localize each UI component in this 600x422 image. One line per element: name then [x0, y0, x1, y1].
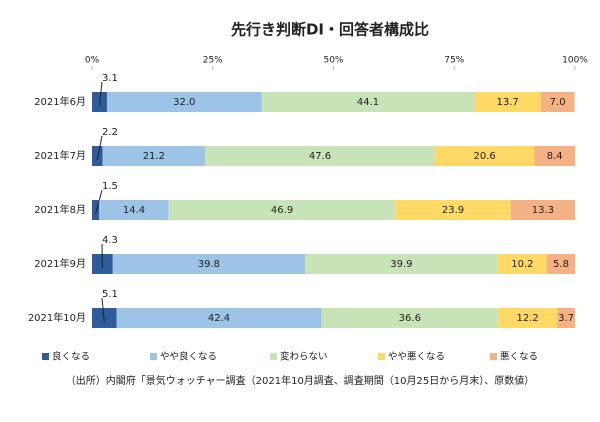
data-label: 5.8 — [553, 259, 569, 270]
data-label: 39.8 — [198, 259, 220, 270]
y-tick-label: 2021年10月 — [28, 311, 86, 324]
legend-label: 変わらない — [280, 351, 328, 363]
data-label: 42.4 — [208, 313, 230, 324]
x-tick-label: 25% — [203, 56, 223, 66]
leader-line — [101, 297, 105, 323]
bar-segment — [474, 92, 541, 112]
bar-segment — [534, 146, 575, 166]
bar-segment — [99, 200, 169, 220]
bar-segment — [546, 254, 575, 274]
x-tick-label: 100% — [562, 56, 588, 66]
data-label: 20.6 — [474, 151, 496, 162]
data-label: 1.5 — [102, 181, 118, 192]
bar-segment — [168, 200, 396, 220]
legend-label: 悪くなる — [500, 352, 538, 363]
legend-label: やや良くなる — [160, 351, 217, 363]
data-label: 5.1 — [102, 289, 118, 300]
data-label: 7.0 — [550, 97, 566, 108]
bar-segment — [540, 92, 575, 112]
x-tick-label: 0% — [85, 56, 100, 66]
bar-segment — [510, 200, 575, 220]
leader-line — [95, 189, 103, 215]
y-tick-label: 2021年7月 — [34, 149, 86, 162]
bar-segment — [92, 200, 100, 220]
y-tick-label: 2021年9月 — [34, 257, 86, 270]
data-label: 14.4 — [123, 205, 145, 216]
data-label: 32.0 — [173, 97, 195, 108]
bar-segment — [305, 254, 498, 274]
source-note: （出所）内閣府「景気ウォッチャー調査（2021年10月調査、調査期間（10月25… — [66, 374, 535, 387]
bar-segment — [321, 308, 499, 328]
data-label: 13.7 — [496, 97, 518, 108]
chart-title: 先行き判断DI・回答者構成比 — [231, 21, 429, 39]
bar-segment — [261, 92, 475, 112]
leader-line — [98, 81, 103, 107]
data-label: 3.7 — [558, 313, 574, 324]
bar-segment — [497, 254, 547, 274]
data-label: 23.9 — [442, 205, 464, 216]
bar-segment — [498, 308, 558, 328]
data-label: 10.2 — [511, 259, 533, 270]
legend-swatch — [150, 353, 157, 360]
data-label: 39.9 — [390, 259, 412, 270]
legend-label: やや悪くなる — [388, 352, 445, 363]
bar-segment — [205, 146, 435, 166]
data-label: 46.9 — [271, 205, 293, 216]
data-label: 2.2 — [102, 127, 118, 138]
data-label: 21.2 — [143, 151, 165, 162]
bar-segment — [102, 146, 206, 166]
legend-swatch — [270, 353, 277, 360]
y-tick-label: 2021年6月 — [34, 95, 86, 108]
bar-segment — [116, 308, 322, 328]
bar-segment — [112, 254, 306, 274]
x-tick-label: 75% — [444, 56, 464, 66]
legend-swatch — [378, 353, 385, 360]
bar-segment — [395, 200, 511, 220]
data-label: 12.2 — [517, 313, 539, 324]
leader-line — [96, 135, 103, 161]
bar-segment — [106, 92, 262, 112]
data-label: 13.3 — [532, 205, 554, 216]
data-label: 44.1 — [357, 97, 379, 108]
y-tick-label: 2021年8月 — [34, 203, 86, 216]
bar-segment — [92, 146, 103, 166]
data-label: 3.1 — [102, 73, 118, 84]
data-label: 36.6 — [399, 313, 421, 324]
x-tick-label: 50% — [323, 56, 343, 66]
legend-label: 良くなる — [52, 351, 90, 363]
data-label: 47.6 — [309, 151, 331, 162]
data-label: 8.4 — [547, 151, 563, 162]
legend-swatch — [42, 353, 49, 360]
bar-segment — [434, 146, 535, 166]
bar-segment — [557, 308, 575, 328]
legend-swatch — [490, 353, 497, 360]
data-label: 4.3 — [102, 235, 118, 246]
